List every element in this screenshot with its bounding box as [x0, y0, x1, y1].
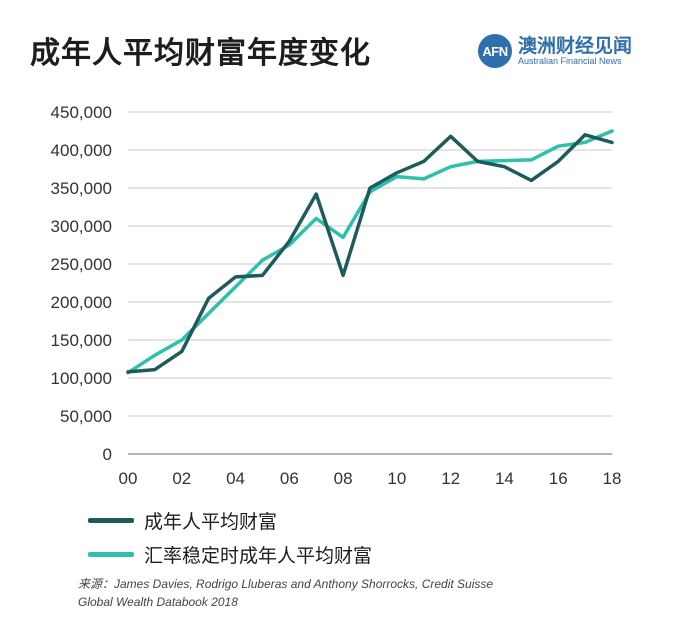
series-line-1: [126, 133, 614, 374]
y-tick-label: 250,000: [51, 255, 112, 274]
legend-swatch-series2: [88, 551, 134, 557]
y-tick-label: 200,000: [51, 293, 112, 312]
x-tick-label: 00: [119, 469, 138, 488]
legend-label-series1: 成年人平均财富: [144, 510, 278, 533]
x-tick-label: 06: [280, 469, 299, 488]
legend-label-series2: 汇率稳定时成年人平均财富: [144, 544, 373, 567]
legend-item-series1: 成年人平均财富: [88, 503, 372, 537]
logo-cn: 澳洲财经见闻: [518, 34, 633, 57]
y-tick-label: 300,000: [51, 217, 112, 236]
y-tick-label: 400,000: [51, 141, 112, 160]
y-axis-ticks: 0 50,000 100,000 150,000 200,000 250,000 300,0…: [51, 103, 112, 464]
logo-en: Australian Financial News: [518, 55, 622, 66]
source-line-1: 来源：James Davies, Rodrigo Lluberas and An…: [78, 577, 494, 591]
x-tick-label: 12: [441, 469, 460, 488]
x-tick-label: 08: [334, 469, 353, 488]
legend-swatch-series1: [88, 517, 134, 523]
source-line-2: Global Wealth Databook 2018: [78, 595, 238, 609]
series-lines: [126, 129, 614, 375]
y-tick-label: 350,000: [51, 179, 112, 198]
y-tick-label: 150,000: [51, 331, 112, 350]
y-tick-label: 0: [103, 445, 112, 464]
afn-logo: AFN 澳洲财经见闻 Australian Financial News: [478, 34, 632, 68]
series-line-2: [126, 129, 614, 375]
x-tick-label: 10: [387, 469, 406, 488]
legend-item-series2: 汇率稳定时成年人平均财富: [88, 537, 372, 571]
afn-logo-icon: AFN: [478, 34, 512, 68]
gridlines: [128, 111, 612, 455]
y-tick-label: 50,000: [60, 407, 112, 426]
x-tick-label: 14: [495, 469, 514, 488]
y-tick-label: 450,000: [51, 103, 112, 122]
line-chart: 0 50,000 100,000 150,000 200,000 250,000 300,0…: [51, 103, 622, 488]
x-tick-label: 04: [226, 469, 245, 488]
chart-title: 成年人平均财富年度变化: [30, 36, 371, 71]
x-tick-label: 02: [172, 469, 191, 488]
x-axis-ticks: 00 02 04 06 08 10 12 14 16 18: [119, 469, 622, 488]
logo-text: 澳洲财经见闻 Australian Financial News: [518, 36, 632, 67]
source-note: 来源：James Davies, Rodrigo Lluberas and An…: [78, 575, 578, 611]
x-tick-label: 18: [603, 469, 622, 488]
y-tick-label: 100,000: [51, 369, 112, 388]
x-tick-label: 16: [549, 469, 568, 488]
legend: 成年人平均财富 汇率稳定时成年人平均财富: [88, 503, 372, 571]
